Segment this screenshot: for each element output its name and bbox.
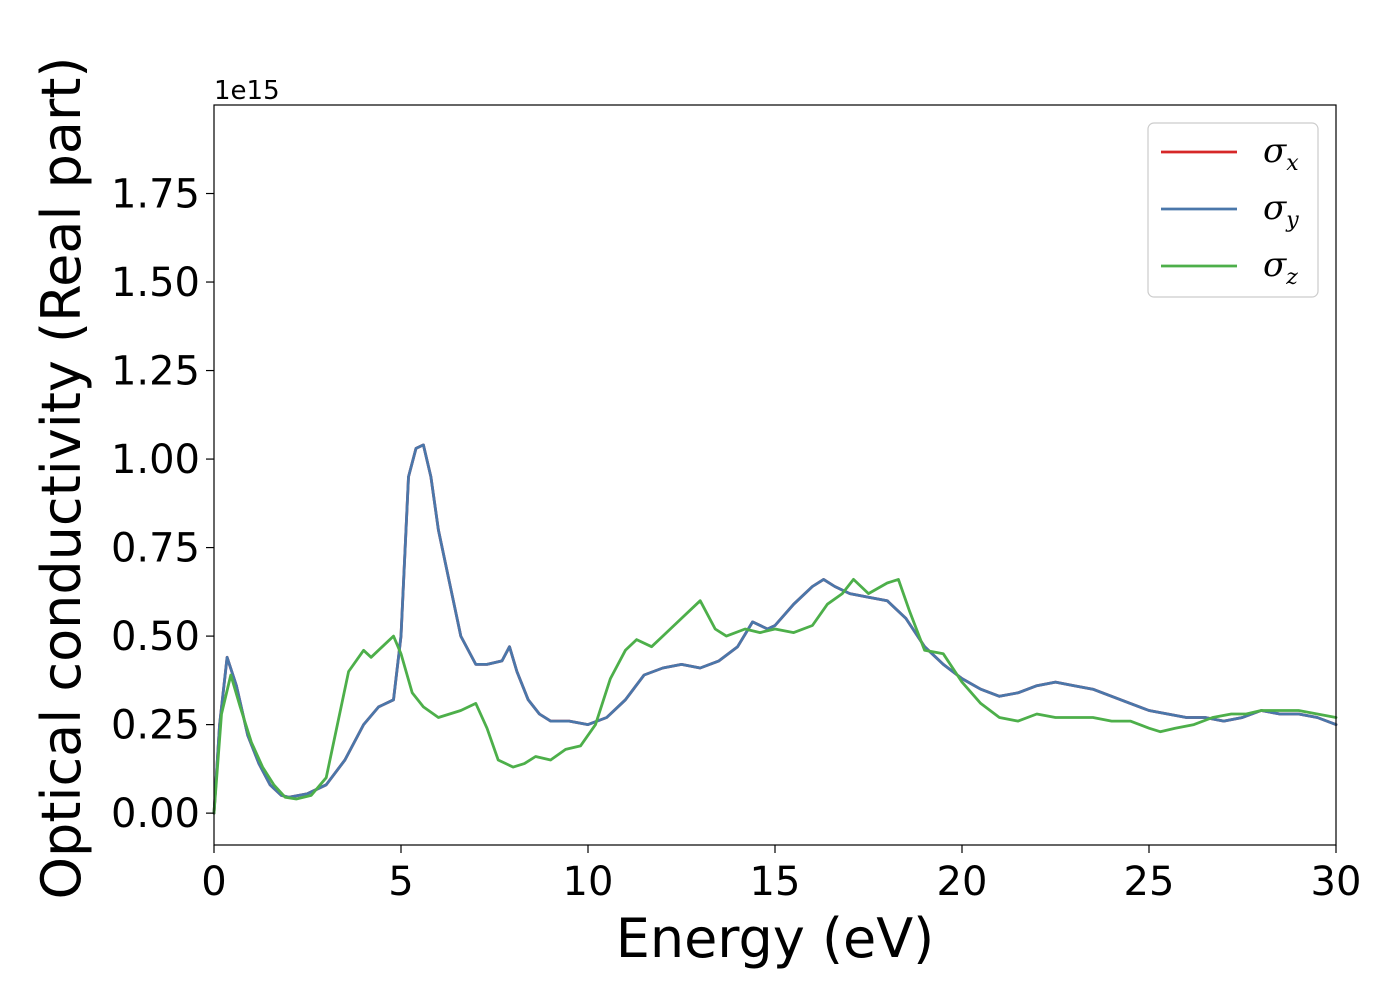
- x-tick-label: 15: [750, 859, 801, 905]
- y-axis-label: Optical conductivity (Real part): [30, 57, 93, 900]
- y-tick-label: 1.50: [111, 260, 200, 306]
- x-axis-label: Energy (eV): [616, 907, 935, 970]
- legend-subscript-y: y: [1285, 208, 1299, 233]
- x-tick-label: 20: [937, 859, 988, 905]
- series-line-y: [212, 443, 1338, 815]
- y-tick-label: 1.75: [111, 172, 200, 218]
- legend-subscript-x: x: [1286, 151, 1299, 176]
- legend-label-y: σy: [1263, 188, 1299, 233]
- y-tick-label: 0.50: [111, 614, 200, 660]
- x-tick-label: 25: [1124, 859, 1175, 905]
- x-tick-label: 10: [563, 859, 614, 905]
- x-tick-label: 5: [388, 859, 413, 905]
- y-axis: 0.00 0.25 0.50 0.75 1.00 1.25 1.50 1.75: [111, 172, 214, 837]
- x-tick-label: 30: [1311, 859, 1362, 905]
- y-tick-label: 0.25: [111, 703, 200, 749]
- y-tick-label: 0.00: [111, 791, 200, 837]
- x-tick-label: 0: [201, 859, 226, 905]
- series-line-z: [212, 578, 1338, 815]
- series-layer: [212, 443, 1338, 815]
- y-offset-text: 1e15: [214, 76, 280, 106]
- legend-subscript-z: z: [1285, 265, 1298, 290]
- y-tick-label: 1.25: [111, 349, 200, 395]
- x-axis: 0 5 10 15 20 25 30: [201, 845, 1361, 905]
- y-tick-label: 1.00: [111, 437, 200, 483]
- y-tick-label: 0.75: [111, 526, 200, 572]
